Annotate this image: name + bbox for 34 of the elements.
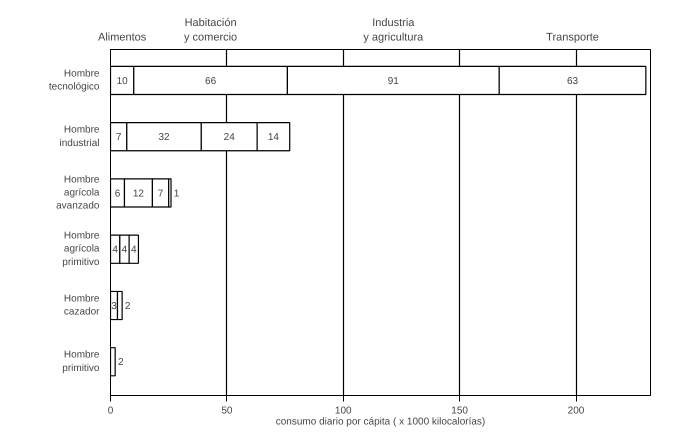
y-tick-label: Hombre agrícola avanzado — [56, 174, 100, 212]
data-label: 3 — [111, 300, 118, 312]
x-axis-title: consumo diario por cápita ( x 1000 kilocalorías) — [276, 416, 486, 428]
data-label: 6 — [114, 188, 121, 200]
y-tick-label: Hombre industrial — [59, 124, 100, 149]
text: Transporte — [546, 31, 599, 44]
data-label: 4 — [122, 244, 128, 256]
x-tick-label: 0 — [108, 406, 114, 416]
data-label: 63 — [566, 76, 579, 87]
data-label: 7 — [116, 132, 122, 144]
data-label: 2 — [118, 357, 124, 368]
data-label: 7 — [158, 188, 164, 200]
x-tick-label: 200 — [568, 406, 585, 416]
x-tick-label: 50 — [221, 406, 233, 416]
text: Alimentos — [98, 31, 147, 44]
y-tick-label: Hombre agrícola primitivo — [62, 230, 100, 268]
data-label: 4 — [130, 244, 137, 256]
data-label: 32 — [158, 132, 170, 144]
y-tick-label: Hombre cazador — [64, 293, 100, 318]
data-label: 10 — [116, 76, 128, 87]
y-tick-label: Hombre tecnológico — [48, 68, 100, 93]
x-tick-label: 150 — [451, 406, 468, 416]
data-label: 1 — [174, 188, 180, 200]
data-label: 24 — [224, 132, 236, 144]
data-label: 4 — [112, 244, 118, 256]
text: Industria y agricultura — [363, 16, 424, 44]
data-label: 12 — [132, 188, 144, 200]
data-label: 66 — [205, 76, 217, 87]
data-label: 14 — [268, 132, 280, 144]
data-label: 91 — [388, 76, 400, 87]
x-tick-label: 100 — [334, 406, 352, 416]
text: Habitación y comercio — [184, 16, 238, 44]
data-label: 2 — [124, 300, 131, 312]
y-tick-label: Hombre primitivo — [62, 350, 100, 374]
